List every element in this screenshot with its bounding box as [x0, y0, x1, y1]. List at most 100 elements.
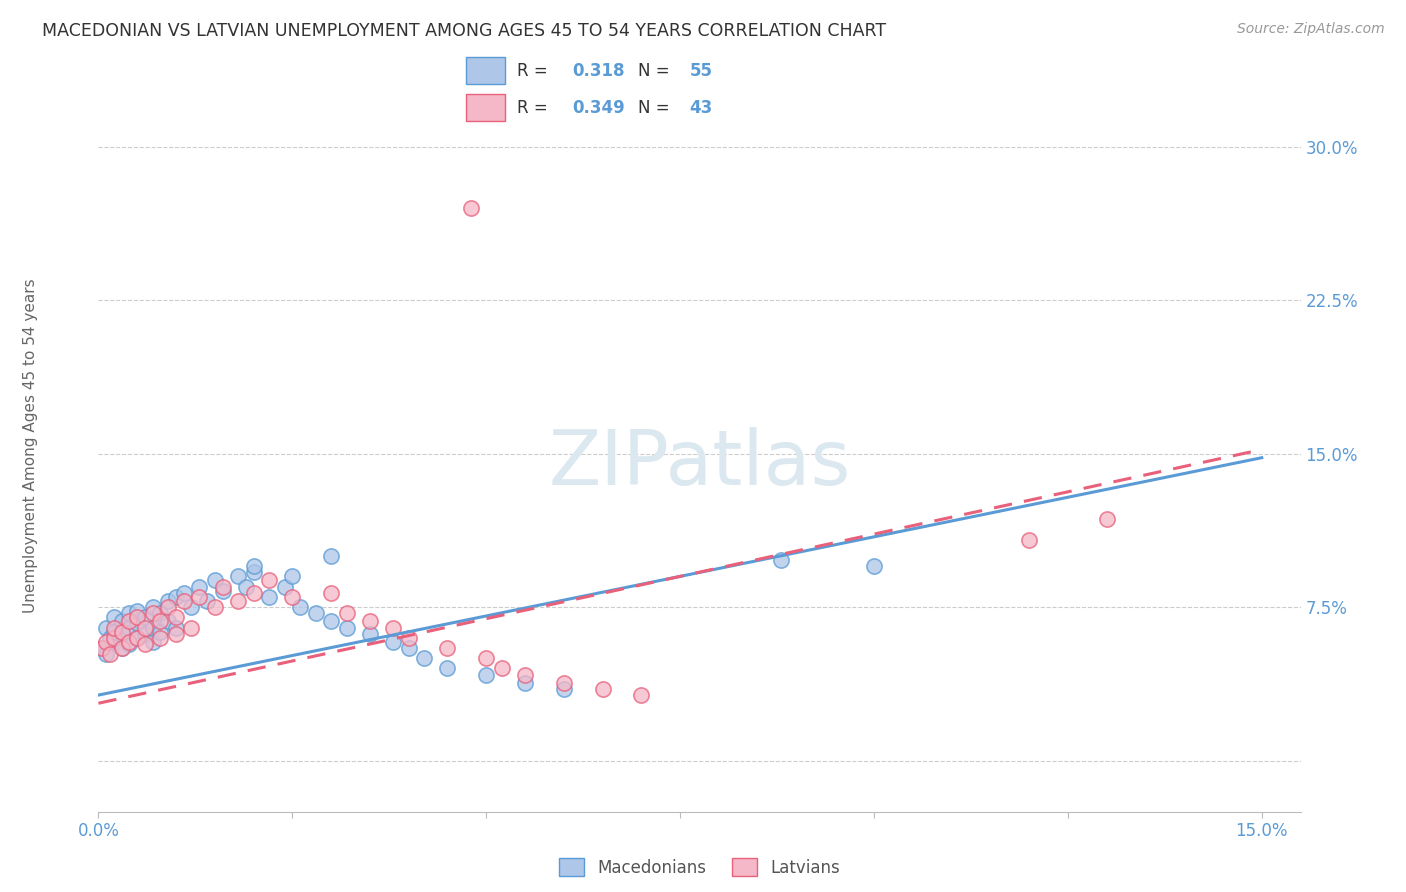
- Point: [436, 661, 458, 675]
- Point: [149, 615, 172, 629]
- Point: [226, 569, 249, 583]
- Point: [149, 606, 172, 620]
- Point: [127, 616, 149, 631]
- Point: [257, 574, 280, 588]
- Point: [413, 651, 436, 665]
- Point: [118, 635, 141, 649]
- Point: [142, 600, 165, 615]
- Point: [475, 651, 498, 665]
- Point: [436, 640, 458, 655]
- Point: [157, 615, 180, 629]
- Text: 55: 55: [690, 62, 713, 79]
- Point: [149, 624, 172, 639]
- Point: [134, 637, 156, 651]
- Point: [382, 635, 405, 649]
- Point: [96, 621, 118, 635]
- Point: [111, 640, 134, 655]
- Text: R =: R =: [517, 99, 554, 117]
- Point: [242, 566, 264, 580]
- Text: 43: 43: [690, 99, 713, 117]
- Text: ZIPatlas: ZIPatlas: [548, 427, 851, 500]
- Point: [98, 647, 121, 661]
- Point: [475, 667, 498, 681]
- Text: N =: N =: [638, 99, 675, 117]
- Point: [288, 600, 311, 615]
- Point: [553, 675, 575, 690]
- Point: [319, 615, 342, 629]
- Legend: Macedonians, Latvians: Macedonians, Latvians: [553, 851, 846, 883]
- Text: 0.349: 0.349: [572, 99, 624, 117]
- Point: [127, 610, 149, 624]
- Point: [103, 635, 125, 649]
- Point: [142, 606, 165, 620]
- Point: [460, 201, 482, 215]
- Point: [769, 553, 792, 567]
- Bar: [465, 94, 505, 121]
- Point: [118, 621, 141, 635]
- Point: [195, 594, 218, 608]
- Point: [111, 640, 134, 655]
- Point: [359, 615, 381, 629]
- Text: Source: ZipAtlas.com: Source: ZipAtlas.com: [1237, 22, 1385, 37]
- Point: [157, 600, 180, 615]
- Point: [513, 675, 536, 690]
- Point: [103, 624, 125, 639]
- Point: [242, 586, 264, 600]
- Point: [103, 621, 125, 635]
- Point: [211, 580, 233, 594]
- Point: [142, 621, 165, 635]
- Point: [91, 640, 114, 655]
- Point: [398, 640, 420, 655]
- Point: [96, 647, 118, 661]
- Point: [127, 631, 149, 645]
- Point: [336, 606, 359, 620]
- Point: [111, 615, 134, 629]
- Point: [226, 594, 249, 608]
- Point: [180, 600, 202, 615]
- Point: [188, 580, 211, 594]
- Point: [336, 621, 359, 635]
- Point: [118, 637, 141, 651]
- Point: [103, 610, 125, 624]
- Point: [319, 586, 342, 600]
- Point: [173, 594, 195, 608]
- Text: 0.318: 0.318: [572, 62, 624, 79]
- Point: [118, 615, 141, 629]
- Point: [134, 621, 156, 635]
- Point: [142, 635, 165, 649]
- Point: [204, 574, 226, 588]
- Point: [96, 635, 118, 649]
- Point: [111, 626, 134, 640]
- Point: [398, 631, 420, 645]
- Point: [188, 590, 211, 604]
- Point: [592, 681, 614, 696]
- Point: [235, 580, 257, 594]
- Point: [127, 604, 149, 618]
- Point: [111, 624, 134, 639]
- Point: [304, 606, 326, 620]
- Point: [281, 590, 304, 604]
- Point: [553, 681, 575, 696]
- Point: [165, 610, 187, 624]
- Point: [1095, 512, 1118, 526]
- Point: [165, 590, 187, 604]
- Point: [165, 626, 187, 640]
- Point: [863, 559, 886, 574]
- Point: [257, 590, 280, 604]
- Point: [118, 606, 141, 620]
- Point: [359, 626, 381, 640]
- Point: [149, 631, 172, 645]
- Point: [242, 559, 264, 574]
- Point: [157, 594, 180, 608]
- Text: N =: N =: [638, 62, 675, 79]
- Point: [491, 661, 513, 675]
- Point: [165, 621, 187, 635]
- Point: [134, 610, 156, 624]
- Point: [281, 569, 304, 583]
- Text: MACEDONIAN VS LATVIAN UNEMPLOYMENT AMONG AGES 45 TO 54 YEARS CORRELATION CHART: MACEDONIAN VS LATVIAN UNEMPLOYMENT AMONG…: [42, 22, 886, 40]
- Point: [630, 688, 652, 702]
- Point: [1018, 533, 1040, 547]
- Point: [382, 621, 405, 635]
- Bar: [465, 57, 505, 85]
- Point: [134, 626, 156, 640]
